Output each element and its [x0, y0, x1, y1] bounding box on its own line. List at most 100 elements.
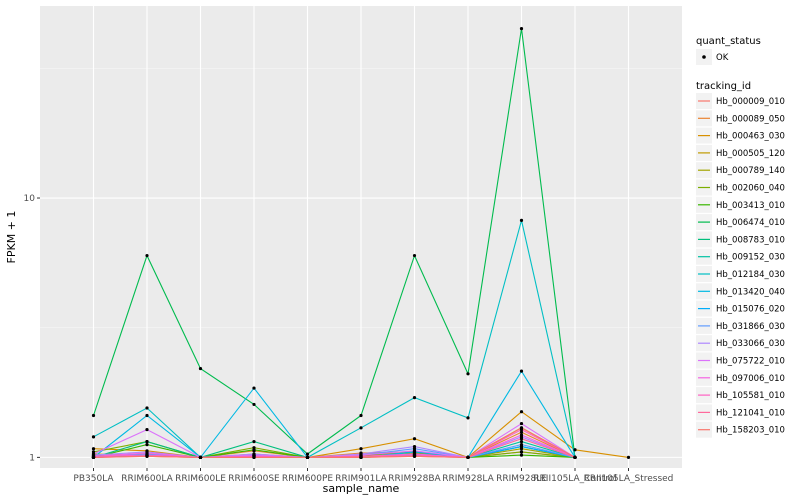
legend-tracking-entries: Hb_000009_010 Hb_000089_050 Hb_000463_030 H… — [696, 93, 785, 438]
data-point — [91, 455, 96, 459]
x-tick-label: RRIM928LA — [442, 474, 494, 484]
data-point — [359, 447, 363, 451]
data-point — [252, 455, 256, 459]
data-point — [412, 396, 417, 400]
series-lines — [92, 28, 629, 459]
legend-label: Hb_033066_030 — [716, 339, 785, 349]
x-tick-label: RRIM928BA — [388, 474, 441, 484]
x-tick-label: PB350LA — [73, 474, 114, 484]
data-point — [519, 437, 524, 441]
data-point — [305, 455, 310, 459]
data-point — [466, 416, 470, 420]
legend-label: Hb_000505_120 — [716, 149, 785, 159]
data-point — [91, 413, 96, 418]
legend-label: Hb_009152_030 — [716, 253, 785, 263]
data-point — [519, 433, 524, 437]
x-tick-label: RRIM600SE — [228, 474, 280, 484]
data-point — [145, 443, 149, 447]
data-point — [359, 426, 363, 430]
legend: quant_status OK tracking_id Hb_000009_01… — [696, 36, 785, 438]
data-point — [145, 454, 149, 458]
y-tick-label: 10 — [24, 194, 36, 204]
data-point — [573, 448, 577, 452]
data-point — [412, 437, 417, 441]
data-point — [359, 455, 363, 459]
data-point — [519, 27, 524, 31]
x-tick-label: RRIM600PE — [282, 474, 334, 484]
x-tick-label: RRII105LA_Stressed — [584, 474, 674, 484]
y-axis: 1 10 — [24, 194, 40, 463]
data-point — [466, 372, 470, 376]
y-axis-title: FPKM + 1 — [5, 211, 18, 264]
data-point — [91, 447, 96, 451]
data-point — [412, 454, 417, 458]
series-line — [93, 422, 576, 458]
legend-label: Hb_006474_010 — [716, 218, 785, 228]
data-point — [412, 445, 417, 449]
legend-label: Hb_075722_010 — [716, 357, 785, 367]
data-point — [519, 453, 524, 457]
data-point — [626, 455, 631, 459]
data-point — [519, 421, 524, 426]
legend-label: Hb_012184_030 — [716, 270, 785, 280]
legend-label: Hb_015076_020 — [716, 305, 785, 315]
legend-label: Hb_000789_140 — [716, 166, 785, 176]
data-point — [145, 253, 149, 258]
data-point — [252, 440, 256, 444]
series-line — [93, 427, 576, 458]
x-tick-label: RRIM600LE — [175, 474, 226, 484]
legend-label: Hb_008783_010 — [716, 235, 785, 245]
legend-label: Hb_000463_030 — [716, 132, 785, 142]
data-point — [412, 449, 417, 453]
x-tick-label: RRIM928LE — [496, 474, 547, 484]
data-point — [91, 452, 96, 456]
series-line — [93, 220, 576, 458]
legend-point-icon — [702, 55, 706, 59]
x-tick-label: RRIM901LA — [335, 474, 387, 484]
y-tick-label: 1 — [29, 453, 35, 463]
legend-label: Hb_158203_010 — [716, 426, 785, 436]
legend-quant-title: quant_status — [696, 36, 761, 47]
data-point — [519, 443, 524, 447]
x-axis: PB350LA RRIM600LA RRIM600LE RRIM600SE RRIM60… — [73, 468, 673, 484]
series-points — [91, 27, 631, 459]
legend-label: Hb_097006_010 — [716, 374, 785, 384]
data-point — [145, 451, 149, 455]
data-point — [198, 366, 203, 371]
data-point — [519, 369, 524, 373]
data-point — [412, 253, 417, 258]
data-point — [519, 410, 524, 414]
data-point — [145, 413, 149, 418]
data-point — [519, 218, 524, 222]
legend-tracking-title: tracking_id — [696, 81, 751, 92]
legend-label: Hb_002060_040 — [716, 184, 785, 194]
data-point — [145, 427, 149, 432]
x-tick-label: RRII105LA_Control — [533, 474, 616, 484]
data-point — [252, 448, 256, 452]
legend-label: OK — [716, 53, 729, 63]
data-point — [519, 450, 524, 454]
data-point — [145, 406, 149, 410]
legend-quant-entries: OK — [696, 49, 729, 65]
data-point — [466, 455, 470, 459]
data-point — [573, 455, 577, 459]
legend-label: Hb_000089_050 — [716, 114, 785, 124]
legend-label: Hb_121041_010 — [716, 408, 785, 418]
data-point — [198, 455, 203, 459]
x-axis-title: sample_name — [323, 482, 400, 495]
legend-label: Hb_000009_010 — [716, 97, 785, 107]
legend-label: Hb_013420_040 — [716, 287, 785, 297]
data-point — [519, 440, 524, 444]
data-point — [91, 435, 96, 439]
legend-label: Hb_003413_010 — [716, 201, 785, 211]
legend-label: Hb_105581_010 — [716, 391, 785, 401]
data-point — [305, 452, 310, 456]
data-point — [252, 402, 256, 407]
data-point — [519, 426, 524, 430]
x-tick-label: RRIM600LA — [121, 474, 173, 484]
series-line — [92, 28, 576, 458]
data-point — [359, 413, 363, 418]
data-point — [252, 386, 256, 390]
legend-label: Hb_031866_030 — [716, 322, 785, 332]
